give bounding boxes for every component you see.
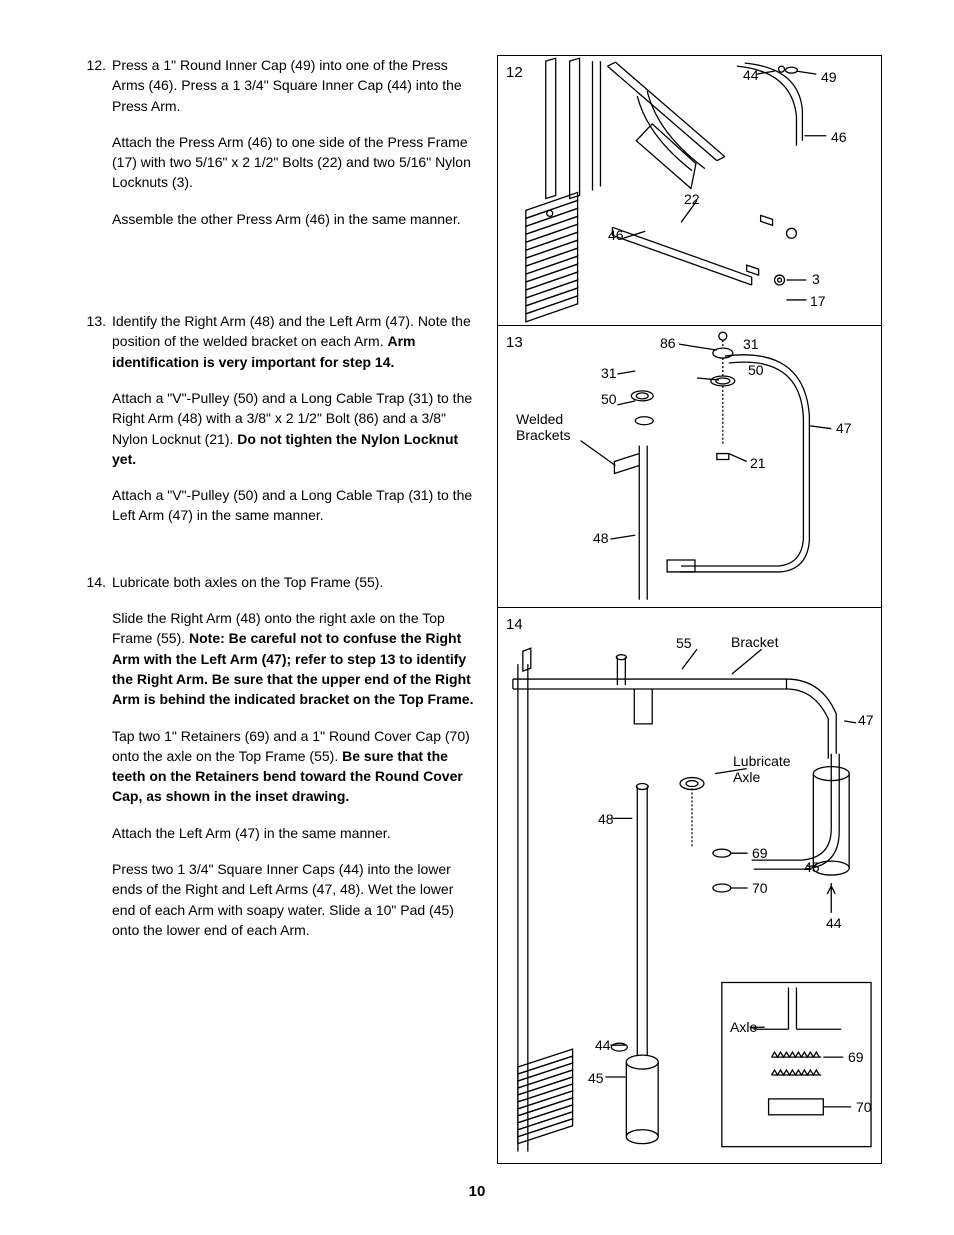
callout-45b: 45 <box>588 1071 604 1085</box>
callout-axle: Axle <box>733 770 760 784</box>
callout-31b: 31 <box>601 366 617 380</box>
figure-12: 12 <box>498 56 881 326</box>
callout-69b: 69 <box>848 1050 864 1064</box>
callout-bracket: Bracket <box>731 635 778 649</box>
callout-44: 44 <box>743 68 759 82</box>
figure-step-number: 14 <box>506 614 523 636</box>
callout-46b: 46 <box>608 228 624 242</box>
figure-14: 14 <box>498 608 881 1163</box>
paragraph: Tap two 1" Retainers (69) and a 1" Round… <box>112 726 475 807</box>
callout-44b: 44 <box>595 1038 611 1052</box>
figure-13: 13 <box>498 326 881 608</box>
callout-70: 70 <box>752 881 768 895</box>
paragraph: Slide the Right Arm (48) onto the right … <box>112 608 475 709</box>
page-number: 10 <box>469 1181 486 1203</box>
instructions-column: 12. Press a 1" Round Inner Cap (49) into… <box>80 55 475 1164</box>
callout-22: 22 <box>684 192 700 206</box>
figure-step-number: 12 <box>506 62 523 84</box>
step-number: 13. <box>80 311 112 526</box>
callout-brackets: Brackets <box>516 428 570 442</box>
callout-welded: Welded <box>516 412 563 426</box>
step-body: Press a 1" Round Inner Cap (49) into one… <box>112 55 475 229</box>
paragraph: Press two 1 3/4" Square Inner Caps (44) … <box>112 859 475 940</box>
diagram-13-svg <box>498 326 881 607</box>
callout-17: 17 <box>810 294 826 308</box>
callout-49: 49 <box>821 70 837 84</box>
callout-46: 46 <box>831 130 847 144</box>
callout-47: 47 <box>858 713 874 727</box>
callout-47: 47 <box>836 421 852 435</box>
callout-50: 50 <box>748 363 764 377</box>
figures-column: 12 <box>497 55 882 1164</box>
callout-axle2: Axle <box>730 1020 757 1034</box>
paragraph: Assemble the other Press Arm (46) in the… <box>112 209 475 229</box>
paragraph: Lubricate both axles on the Top Frame (5… <box>112 572 475 592</box>
paragraph: Attach a "V"-Pulley (50) and a Long Cabl… <box>112 388 475 469</box>
figure-step-number: 13 <box>506 332 523 354</box>
callout-70b: 70 <box>856 1100 872 1114</box>
paragraph: Attach the Press Arm (46) to one side of… <box>112 132 475 193</box>
callout-86: 86 <box>660 336 676 350</box>
paragraph: Attach a "V"-Pulley (50) and a Long Cabl… <box>112 485 475 526</box>
callout-44a: 44 <box>826 916 842 930</box>
step-12: 12. Press a 1" Round Inner Cap (49) into… <box>80 55 475 229</box>
callout-48: 48 <box>598 812 614 826</box>
step-14: 14. Lubricate both axles on the Top Fram… <box>80 572 475 940</box>
callout-55: 55 <box>676 636 692 650</box>
callout-69: 69 <box>752 846 768 860</box>
text: Identify the Right Arm (48) and the Left… <box>112 313 471 349</box>
step-body: Lubricate both axles on the Top Frame (5… <box>112 572 475 940</box>
callout-21: 21 <box>750 456 766 470</box>
paragraph: Identify the Right Arm (48) and the Left… <box>112 311 475 372</box>
diagram-14-svg <box>498 608 881 1163</box>
callout-48: 48 <box>593 531 609 545</box>
step-13: 13. Identify the Right Arm (48) and the … <box>80 311 475 526</box>
paragraph: Attach the Left Arm (47) in the same man… <box>112 823 475 843</box>
callout-31: 31 <box>743 337 759 351</box>
callout-45: 45 <box>804 860 820 874</box>
paragraph: Press a 1" Round Inner Cap (49) into one… <box>112 55 475 116</box>
page-content: 12. Press a 1" Round Inner Cap (49) into… <box>80 55 884 1164</box>
step-body: Identify the Right Arm (48) and the Left… <box>112 311 475 526</box>
callout-lubricate: Lubricate <box>733 754 791 768</box>
step-number: 14. <box>80 572 112 940</box>
callout-3: 3 <box>812 272 820 286</box>
callout-50b: 50 <box>601 392 617 406</box>
step-number: 12. <box>80 55 112 229</box>
